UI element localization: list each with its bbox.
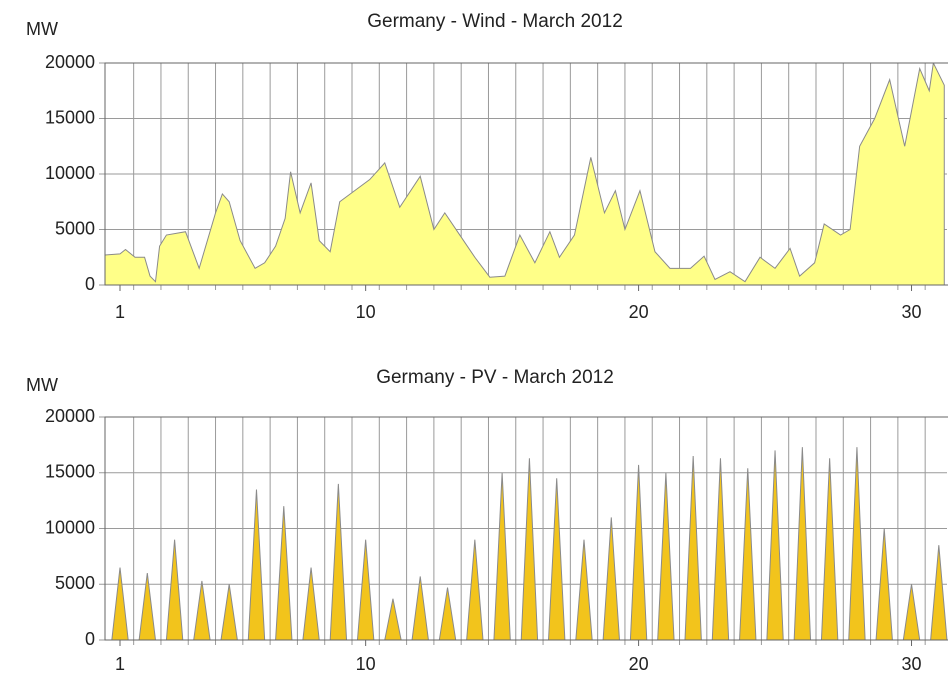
y-axis-label: MW	[26, 19, 58, 39]
y-axis-label: MW	[26, 375, 58, 395]
x-tick-label: 10	[356, 654, 376, 674]
x-tick-label: 30	[902, 302, 922, 322]
x-tick-label: 30	[902, 654, 922, 674]
y-tick-label: 20000	[45, 406, 95, 426]
y-tick-label: 5000	[55, 218, 95, 238]
chart-title: Germany - PV - March 2012	[376, 367, 614, 388]
y-tick-label: 15000	[45, 462, 95, 482]
y-tick-label: 10000	[45, 517, 95, 537]
x-tick-label: 20	[629, 654, 649, 674]
x-tick-label: 1	[115, 302, 125, 322]
plot-frame	[104, 416, 948, 641]
area	[105, 63, 945, 285]
y-tick-label: 5000	[55, 573, 95, 593]
y-tick-label: 0	[85, 629, 95, 649]
x-tick-label: 20	[629, 302, 649, 322]
chart-title: Germany - Wind - March 2012	[367, 11, 623, 32]
x-tick-label: 1	[115, 654, 125, 674]
y-tick-label: 15000	[45, 107, 95, 127]
area	[111, 447, 948, 640]
y-tick-label: 10000	[45, 163, 95, 183]
y-tick-label: 20000	[45, 52, 95, 72]
plot-frame	[104, 62, 948, 286]
x-tick-label: 10	[356, 302, 376, 322]
y-tick-label: 0	[85, 274, 95, 294]
